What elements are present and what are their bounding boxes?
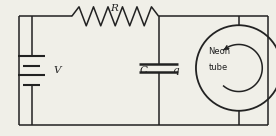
Text: tube: tube — [208, 64, 228, 72]
Text: q: q — [172, 66, 179, 75]
Text: V: V — [54, 66, 61, 75]
Text: C: C — [140, 66, 148, 75]
Text: Neon: Neon — [208, 47, 230, 56]
Text: R: R — [111, 4, 118, 13]
